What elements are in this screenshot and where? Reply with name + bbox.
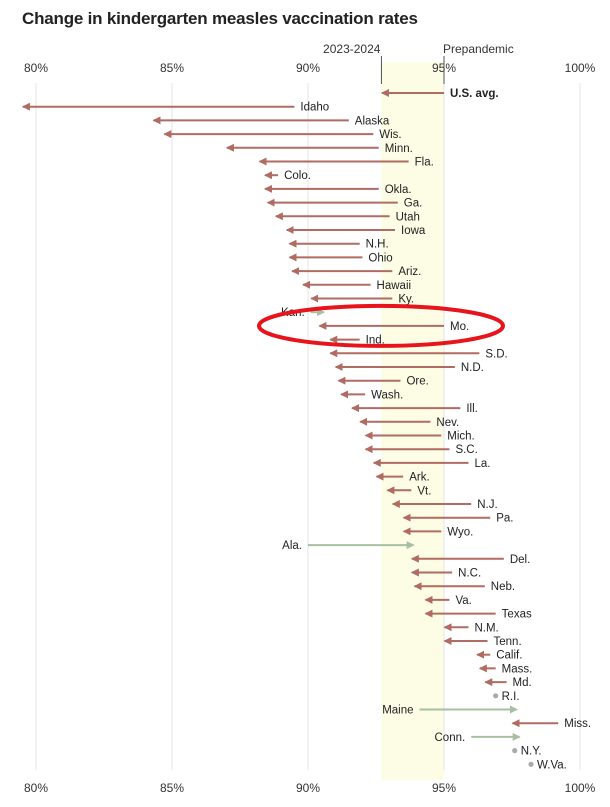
state-label-Ariz.: Ariz. — [398, 266, 421, 278]
state-label-Minn.: Minn. — [385, 143, 413, 155]
bottom-tick-label-85: 85% — [160, 781, 184, 795]
state-label-S.C.: S.C. — [455, 444, 477, 456]
state-label-Alaska: Alaska — [355, 115, 390, 127]
top-tick-label-90: 90% — [296, 61, 320, 75]
state-label-Nev.: Nev. — [436, 417, 459, 429]
state-label-N.C.: N.C. — [458, 568, 481, 580]
state-label-N.D.: N.D. — [461, 362, 484, 374]
state-label-Calif.: Calif. — [496, 650, 522, 662]
state-label-Tenn.: Tenn. — [494, 636, 522, 648]
state-label-N.Y.: N.Y. — [521, 746, 542, 758]
state-label-R.I.: R.I. — [502, 691, 520, 703]
bottom-tick-label-100: 100% — [565, 781, 596, 795]
state-label-Ala.: Ala. — [282, 540, 302, 552]
state-label-Conn.: Conn. — [435, 732, 466, 744]
state-label-Ill.: Ill. — [466, 403, 478, 415]
bottom-tick-label-80: 80% — [24, 781, 48, 795]
state-label-Ga.: Ga. — [404, 198, 423, 210]
state-label-Mo.: Mo. — [450, 321, 469, 333]
state-label-W.Va.: W.Va. — [537, 759, 567, 771]
state-label-Mass.: Mass. — [502, 663, 533, 675]
point-W.Va. — [528, 761, 534, 767]
state-label-Vt.: Vt. — [417, 485, 431, 497]
state-label-Mich.: Mich. — [447, 431, 474, 443]
state-label-Hawaii: Hawaii — [377, 280, 412, 292]
state-label-Iowa: Iowa — [401, 225, 426, 237]
state-label-Md.: Md. — [513, 677, 532, 689]
bottom-tick-label-95: 95% — [432, 781, 456, 795]
reference-label-1: Prepandemic — [443, 42, 514, 56]
state-label-Utah: Utah — [396, 211, 420, 223]
chart-title: Change in kindergarten measles vaccinati… — [22, 9, 418, 28]
state-label-Neb.: Neb. — [491, 581, 515, 593]
point-R.I. — [493, 693, 499, 699]
state-label-Wash.: Wash. — [371, 389, 403, 401]
top-tick-label-85: 85% — [160, 61, 184, 75]
state-label-Del.: Del. — [510, 554, 530, 566]
state-label-Wyo.: Wyo. — [447, 526, 473, 538]
state-label-N.M.: N.M. — [474, 622, 498, 634]
point-N.Y. — [512, 748, 518, 754]
state-label-Maine: Maine — [382, 705, 413, 717]
state-label-Wis.: Wis. — [379, 129, 401, 141]
state-label-Ky.: Ky. — [398, 294, 414, 306]
state-label-Texas: Texas — [502, 609, 532, 621]
state-label-S.D.: S.D. — [485, 348, 507, 360]
state-label-Ind.: Ind. — [366, 335, 385, 347]
state-label-Colo.: Colo. — [284, 170, 311, 182]
highlight-ellipse — [257, 303, 505, 348]
state-label-Miss.: Miss. — [564, 718, 591, 730]
state-label-Ohio: Ohio — [368, 252, 392, 264]
state-label-Fla.: Fla. — [415, 157, 434, 169]
bottom-tick-label-90: 90% — [296, 781, 320, 795]
state-label-U.S. avg.: U.S. avg. — [450, 88, 499, 100]
state-label-Pa.: Pa. — [496, 513, 513, 525]
top-tick-label-80: 80% — [24, 61, 48, 75]
state-label-N.J.: N.J. — [477, 499, 497, 511]
state-label-La.: La. — [474, 458, 490, 470]
state-label-Okla.: Okla. — [385, 184, 412, 196]
state-label-Ark.: Ark. — [409, 472, 429, 484]
state-label-Ore.: Ore. — [406, 376, 428, 388]
top-tick-label-100: 100% — [565, 61, 596, 75]
state-label-Idaho: Idaho — [300, 102, 329, 114]
state-label-Va.: Va. — [455, 595, 471, 607]
state-label-N.H.: N.H. — [366, 239, 389, 251]
reference-label-0: 2023-2024 — [323, 42, 381, 56]
